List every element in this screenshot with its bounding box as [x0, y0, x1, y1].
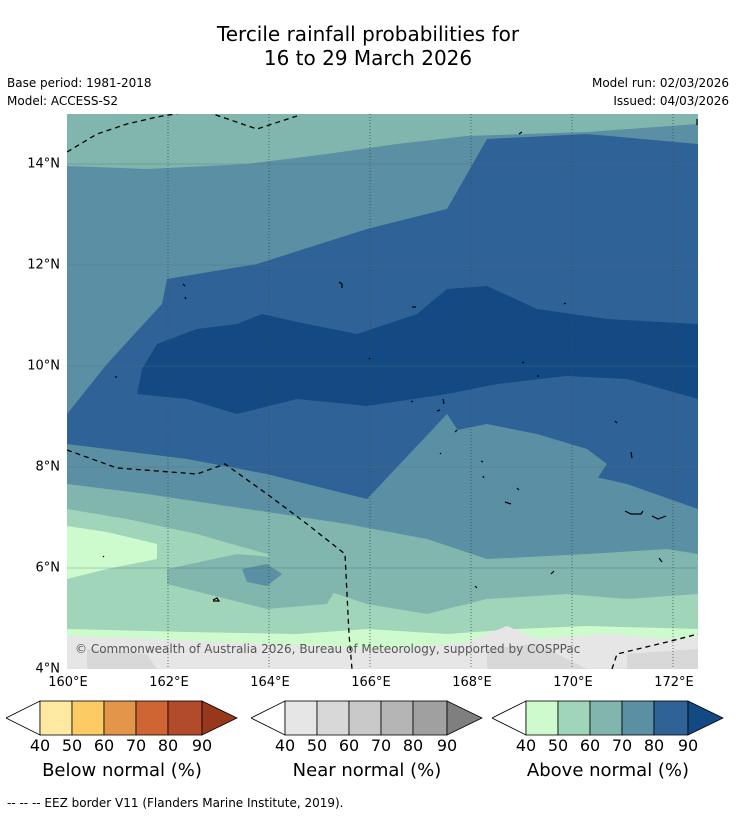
lon-label-164e: 164°E [250, 675, 290, 690]
legend-above-swatch-60 [589, 700, 623, 736]
legend-below-swatch-80 [167, 700, 203, 736]
legend-above-swatch-80 [653, 700, 689, 736]
legend-above-min-arrow [492, 700, 527, 736]
legend-below-max-arrow [201, 700, 238, 736]
legend-near-max-arrow [446, 700, 483, 736]
legend-above-swatch-40 [525, 700, 559, 736]
legend-near-min-arrow [251, 700, 286, 736]
legend-near-tick: 60 [338, 736, 360, 755]
legend-above-swatch-50 [557, 700, 591, 736]
legend-below-swatch-50 [71, 700, 105, 736]
legend-above-tick: 50 [547, 736, 569, 755]
eez-borders [67, 114, 698, 669]
base-period: Base period: 1981-2018 [7, 76, 152, 90]
legend-near-tick: 70 [370, 736, 392, 755]
legend-below-swatch-70 [135, 700, 169, 736]
lon-label-162e: 162°E [149, 675, 189, 690]
contour-90 [137, 286, 698, 414]
legend-below-title: Below normal (%) [42, 760, 202, 781]
legend-near-swatch-80 [412, 700, 448, 736]
legend-below-tick: 60 [93, 736, 115, 755]
legend-below-tick: 70 [125, 736, 147, 755]
legend-near-swatch-40 [284, 700, 318, 736]
legend-above-swatch-70 [621, 700, 655, 736]
lon-label-172e: 172°E [654, 675, 694, 690]
legend-above-normal-bar [492, 700, 724, 736]
legend-near-tick: 50 [306, 736, 328, 755]
legend-below-normal-bar [6, 700, 238, 736]
meridians [167, 114, 674, 669]
lat-label-14n: 14°N [27, 156, 60, 172]
contour-70-east [437, 424, 607, 494]
legend-above-tick: 40 [515, 736, 537, 755]
contour-70-patch [242, 564, 282, 586]
title-line-1: Tercile rainfall probabilities for [216, 22, 520, 46]
model-name: Model: ACCESS-S2 [7, 94, 119, 108]
copyright-notice: © Commonwealth of Australia 2026, Bureau… [75, 642, 580, 656]
legend-near-swatch-70 [380, 700, 414, 736]
legend-near-swatch-50 [316, 700, 350, 736]
contour-80 [67, 134, 698, 509]
lon-label-160e: 160°E [48, 675, 88, 690]
legend-below-tick: 80 [157, 736, 179, 755]
meta-right: Model run: 02/03/2026 Issued: 04/03/2026 [592, 74, 729, 110]
lon-label-168e: 168°E [452, 675, 492, 690]
near-normal-50 [87, 644, 698, 669]
legend-near-tick: 40 [274, 736, 296, 755]
lat-label-12n: 12°N [27, 257, 60, 273]
legend-above-tick: 60 [579, 736, 601, 755]
legend-near-title: Near normal (%) [292, 760, 442, 781]
meta-left: Base period: 1981-2018 Model: ACCESS-S2 [7, 74, 152, 110]
eez-border-note: -- -- -- EEZ border V11 (Flanders Marine… [7, 796, 344, 810]
contour-40-west [67, 526, 157, 579]
legend-near-tick: 80 [402, 736, 424, 755]
legend-above-tick: 80 [643, 736, 665, 755]
legend-above-title: Above normal (%) [526, 760, 690, 781]
legend-above-tick: 90 [677, 736, 699, 755]
map-area: © Commonwealth of Australia 2026, Bureau… [67, 114, 698, 669]
lat-label-6n: 6°N [35, 560, 61, 576]
lat-label-4n: 4°N [35, 661, 61, 677]
legend-below-swatch-40 [39, 700, 73, 736]
legend-below-tick: 50 [61, 736, 83, 755]
lat-label-8n: 8°N [35, 459, 61, 475]
legend-near-swatch-60 [348, 700, 382, 736]
issued-date: Issued: 04/03/2026 [613, 94, 729, 108]
legend-below-min-arrow [6, 700, 41, 736]
map-title: Tercile rainfall probabilities for 16 to… [0, 22, 736, 70]
legend-above-tick: 70 [611, 736, 633, 755]
legend-below-tick: 40 [29, 736, 51, 755]
legend-below-tick: 90 [191, 736, 213, 755]
contour-60-north [67, 114, 698, 169]
legend-near-tick: 90 [436, 736, 458, 755]
islands [102, 119, 698, 602]
legend-above-max-arrow [687, 700, 724, 736]
lon-label-166e: 166°E [351, 675, 391, 690]
lat-label-10n: 10°N [27, 358, 60, 374]
lon-label-170e: 170°E [553, 675, 593, 690]
legend-below-swatch-60 [103, 700, 137, 736]
title-line-2: 16 to 29 March 2026 [263, 46, 473, 70]
legend-near-normal-bar [251, 700, 483, 736]
model-run: Model run: 02/03/2026 [591, 76, 729, 90]
graticule [67, 163, 698, 569]
